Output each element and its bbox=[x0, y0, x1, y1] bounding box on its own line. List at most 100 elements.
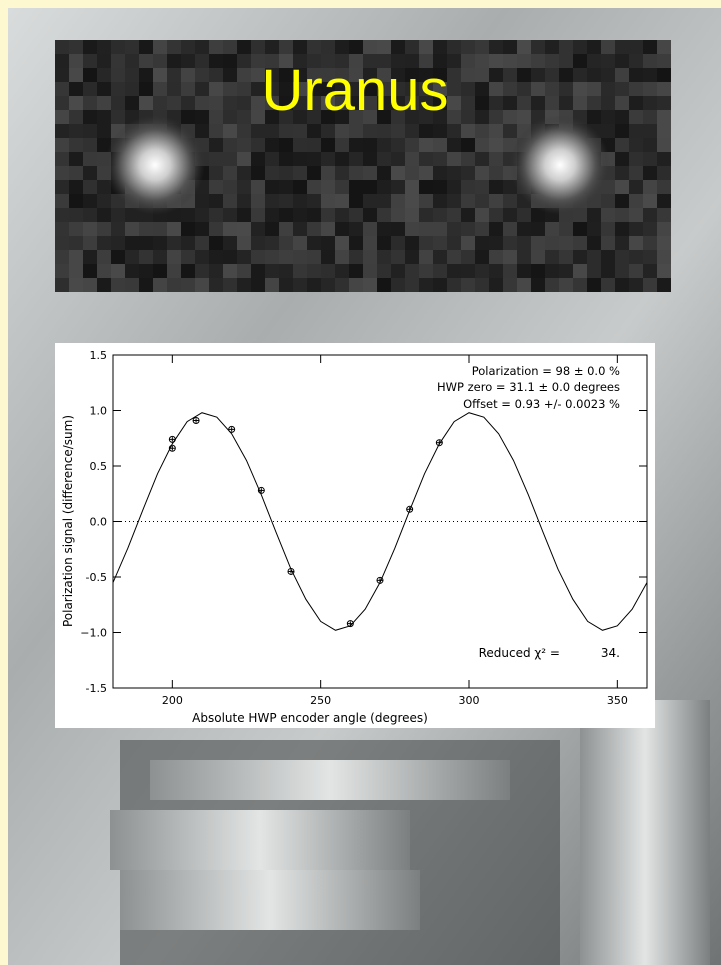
image-pixel bbox=[363, 264, 377, 278]
image-pixel bbox=[293, 124, 307, 138]
image-pixel bbox=[405, 124, 419, 138]
image-pixel bbox=[475, 124, 489, 138]
image-pixel bbox=[629, 82, 643, 96]
image-pixel bbox=[391, 236, 405, 250]
image-pixel bbox=[181, 82, 195, 96]
image-pixel bbox=[615, 208, 629, 222]
image-pixel bbox=[237, 250, 251, 264]
image-pixel bbox=[461, 68, 475, 82]
image-pixel bbox=[545, 236, 559, 250]
image-pixel bbox=[181, 250, 195, 264]
image-pixel bbox=[657, 194, 671, 208]
image-pixel bbox=[419, 152, 433, 166]
y-axis-label: Polarization signal (difference/sum) bbox=[61, 415, 75, 627]
image-pixel bbox=[573, 264, 587, 278]
image-pixel bbox=[643, 236, 657, 250]
image-pixel bbox=[503, 222, 517, 236]
image-pixel bbox=[629, 222, 643, 236]
image-pixel bbox=[433, 166, 447, 180]
photo-rail bbox=[150, 760, 510, 800]
image-pixel bbox=[377, 166, 391, 180]
image-pixel bbox=[265, 222, 279, 236]
image-pixel bbox=[559, 222, 573, 236]
image-pixel bbox=[251, 152, 265, 166]
image-pixel bbox=[601, 68, 615, 82]
image-pixel bbox=[237, 278, 251, 292]
photo-rail bbox=[120, 870, 420, 930]
image-pixel bbox=[83, 152, 97, 166]
image-pixel bbox=[391, 152, 405, 166]
image-pixel bbox=[461, 194, 475, 208]
image-pixel bbox=[419, 278, 433, 292]
image-pixel bbox=[615, 166, 629, 180]
image-pixel bbox=[489, 278, 503, 292]
image-pixel bbox=[181, 40, 195, 54]
image-pixel bbox=[545, 82, 559, 96]
image-pixel bbox=[391, 138, 405, 152]
image-pixel bbox=[237, 138, 251, 152]
image-pixel bbox=[237, 40, 251, 54]
image-pixel bbox=[657, 180, 671, 194]
image-pixel bbox=[391, 180, 405, 194]
image-pixel bbox=[657, 110, 671, 124]
image-pixel bbox=[293, 208, 307, 222]
image-pixel bbox=[293, 138, 307, 152]
image-pixel bbox=[391, 166, 405, 180]
image-pixel bbox=[643, 194, 657, 208]
image-pixel bbox=[643, 250, 657, 264]
image-pixel bbox=[223, 278, 237, 292]
photo-cylinder bbox=[580, 700, 710, 965]
image-pixel bbox=[363, 152, 377, 166]
image-pixel bbox=[517, 278, 531, 292]
image-pixel bbox=[237, 96, 251, 110]
image-pixel bbox=[153, 68, 167, 82]
image-pixel bbox=[153, 54, 167, 68]
image-pixel bbox=[111, 96, 125, 110]
image-pixel bbox=[503, 208, 517, 222]
image-pixel bbox=[573, 236, 587, 250]
image-pixel bbox=[335, 222, 349, 236]
image-pixel bbox=[601, 278, 615, 292]
image-pixel bbox=[601, 194, 615, 208]
image-pixel bbox=[377, 236, 391, 250]
image-pixel bbox=[139, 250, 153, 264]
image-pixel bbox=[489, 40, 503, 54]
image-pixel bbox=[419, 264, 433, 278]
image-pixel bbox=[223, 166, 237, 180]
image-pixel bbox=[461, 82, 475, 96]
image-pixel bbox=[335, 166, 349, 180]
image-pixel bbox=[447, 96, 461, 110]
image-pixel bbox=[447, 152, 461, 166]
image-pixel bbox=[97, 40, 111, 54]
image-pixel bbox=[83, 124, 97, 138]
image-pixel bbox=[307, 152, 321, 166]
image-pixel bbox=[531, 250, 545, 264]
image-pixel bbox=[629, 68, 643, 82]
image-pixel bbox=[97, 68, 111, 82]
image-pixel bbox=[643, 222, 657, 236]
x-tick-label: 250 bbox=[310, 694, 331, 707]
image-pixel bbox=[391, 222, 405, 236]
image-pixel bbox=[55, 222, 69, 236]
image-pixel bbox=[307, 180, 321, 194]
image-pixel bbox=[181, 96, 195, 110]
image-pixel bbox=[615, 264, 629, 278]
image-pixel bbox=[657, 40, 671, 54]
image-pixel bbox=[209, 82, 223, 96]
annotation: 34. bbox=[601, 646, 620, 660]
image-pixel bbox=[279, 278, 293, 292]
image-pixel bbox=[419, 180, 433, 194]
image-pixel bbox=[83, 222, 97, 236]
image-pixel bbox=[489, 236, 503, 250]
image-pixel bbox=[223, 54, 237, 68]
image-pixel bbox=[489, 250, 503, 264]
image-pixel bbox=[517, 208, 531, 222]
image-pixel bbox=[517, 236, 531, 250]
image-pixel bbox=[573, 278, 587, 292]
image-pixel bbox=[419, 138, 433, 152]
image-pixel bbox=[279, 194, 293, 208]
image-pixel bbox=[643, 166, 657, 180]
image-pixel bbox=[111, 54, 125, 68]
image-pixel bbox=[503, 124, 517, 138]
image-pixel bbox=[349, 194, 363, 208]
